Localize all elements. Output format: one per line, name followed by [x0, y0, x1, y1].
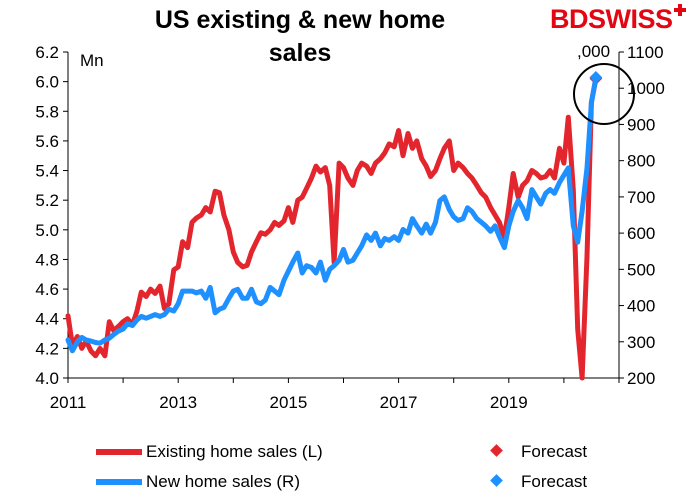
- legend-swatch-new: [96, 479, 142, 485]
- left-tick-label: 4.6: [35, 280, 59, 299]
- chart-axes: [67, 52, 620, 379]
- brand-name: BDSWISS: [550, 4, 673, 34]
- left-tick-label: 5.8: [35, 102, 59, 121]
- forecast-highlight-circle: [573, 63, 635, 125]
- right-tick-label: 600: [627, 224, 655, 243]
- right-tick-label: 900: [627, 115, 655, 134]
- x-tick-label: 2015: [269, 393, 307, 412]
- right-tick-label: 1000: [627, 79, 665, 98]
- left-tick-label: 4.0: [35, 369, 59, 388]
- x-tick-label: 2019: [490, 393, 528, 412]
- left-tick-label: 4.2: [35, 339, 59, 358]
- legend-forecast-label-new: Forecast: [521, 472, 588, 491]
- legend-swatch-existing: [96, 449, 142, 455]
- right-tick-label: 200: [627, 369, 655, 388]
- left-tick-label: 5.6: [35, 132, 59, 151]
- x-tick-label: 2013: [159, 393, 197, 412]
- brand-logo: BDSWISS: [550, 4, 686, 35]
- x-tick-label: 2017: [380, 393, 418, 412]
- legend-forecast-marker-existing: [490, 444, 503, 457]
- legend-item-new: New home sales (R) Forecast: [96, 472, 616, 502]
- x-tick-label: 2011: [50, 393, 87, 412]
- right-axis-unit: ,000: [577, 42, 610, 61]
- series-layer: [65, 70, 603, 381]
- right-axis-ticks: 200 300 400 500 600 700 800 900 1000 1100: [619, 43, 665, 388]
- left-tick-label: 5.0: [35, 221, 59, 240]
- x-axis-ticks: 2011 2013 2015 2017 2019: [50, 378, 620, 412]
- new-home-sales-line: [65, 74, 599, 354]
- left-axis-ticks: 4.0 4.2 4.4 4.6 4.8 5.0 5.2 5.4 5.6 5.8 6.0 6.2: [35, 43, 68, 388]
- legend-label-existing: Existing home sales (L): [146, 442, 323, 461]
- left-axis-unit: Mn: [80, 51, 104, 70]
- legend-label-new: New home sales (R): [146, 472, 300, 491]
- brand-cross-icon: [673, 4, 686, 16]
- left-tick-label: 6.2: [35, 43, 59, 62]
- left-tick-label: 4.8: [35, 250, 59, 269]
- existing-home-sales-line: [65, 76, 599, 381]
- legend-item-existing: Existing home sales (L) Forecast: [96, 442, 616, 472]
- right-tick-label: 800: [627, 152, 655, 171]
- right-tick-label: 1100: [627, 43, 664, 62]
- legend-forecast-label-existing: Forecast: [521, 442, 588, 461]
- legend-forecast-marker-new: [490, 474, 503, 487]
- left-tick-label: 5.2: [35, 191, 59, 210]
- chart-legend: Existing home sales (L) Forecast New hom…: [96, 442, 616, 502]
- left-tick-label: 5.4: [35, 162, 59, 181]
- right-tick-label: 500: [627, 260, 655, 279]
- chart-title: US existing & new home sales: [154, 6, 446, 67]
- new-forecast-marker: [589, 70, 603, 84]
- left-tick-label: 4.4: [35, 310, 59, 329]
- left-tick-label: 6.0: [35, 73, 59, 92]
- right-tick-label: 400: [627, 297, 655, 316]
- right-tick-label: 700: [627, 188, 655, 207]
- right-tick-label: 300: [627, 333, 655, 352]
